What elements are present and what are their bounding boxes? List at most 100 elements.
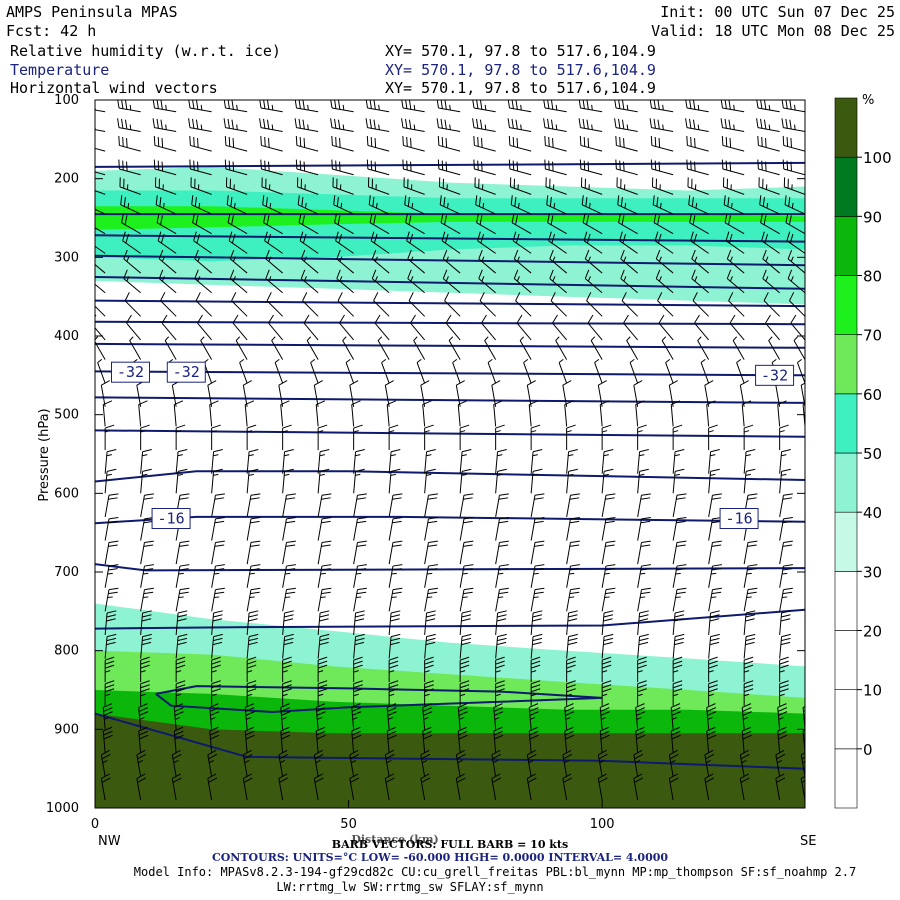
x-tick-label: 100 bbox=[590, 817, 615, 832]
wind-barb bbox=[246, 587, 261, 612]
temperature-contour bbox=[95, 299, 805, 308]
wind-barb bbox=[668, 380, 678, 407]
colorbar-tick-label: 30 bbox=[863, 563, 882, 581]
wind-barb bbox=[424, 656, 434, 683]
wind-barb bbox=[668, 749, 679, 777]
wind-barb bbox=[246, 610, 259, 635]
wind-barb bbox=[422, 400, 432, 427]
wind-barb bbox=[303, 314, 319, 341]
svg-text:-32: -32 bbox=[117, 363, 144, 381]
wind-barb bbox=[768, 336, 781, 360]
wind-barb bbox=[670, 726, 681, 753]
colorbar-tick-label: 40 bbox=[863, 504, 882, 522]
wind-barb bbox=[692, 292, 709, 317]
wind-barb bbox=[211, 610, 223, 635]
wind-barb bbox=[637, 449, 649, 474]
wind-barb bbox=[765, 314, 781, 341]
colorbar-tick-label: 20 bbox=[863, 623, 882, 641]
temperature-contour bbox=[95, 276, 805, 290]
wind-barb bbox=[775, 749, 786, 777]
model-info: Model Info: MPASv8.2.3-194-gf29cd82c CU:… bbox=[134, 865, 856, 879]
wind-barb bbox=[402, 159, 425, 176]
wind-barb bbox=[459, 424, 470, 451]
wind-barb bbox=[782, 135, 805, 152]
contour-label: -32 bbox=[755, 364, 795, 386]
wind-barb bbox=[424, 449, 436, 474]
wind-barb bbox=[317, 540, 332, 565]
wind-barb bbox=[578, 118, 603, 132]
wind-barb bbox=[530, 633, 543, 659]
wind-barb bbox=[784, 195, 805, 215]
wind-barb bbox=[317, 449, 330, 474]
wind-barb bbox=[459, 468, 472, 494]
wind-barb bbox=[590, 336, 603, 360]
wind-barb bbox=[670, 400, 681, 427]
wind-barb bbox=[491, 380, 501, 407]
wind-barb bbox=[191, 195, 212, 215]
wind-barb bbox=[118, 159, 141, 176]
wind-barb bbox=[104, 610, 117, 635]
wind-barb bbox=[495, 449, 507, 474]
wind-barb bbox=[779, 564, 793, 588]
wind-barb bbox=[365, 118, 390, 132]
wind-barb bbox=[211, 449, 223, 474]
wind-barb bbox=[697, 336, 710, 360]
wind-barb bbox=[189, 159, 212, 176]
wind-barb bbox=[140, 424, 150, 451]
wind-barb bbox=[332, 177, 354, 195]
wind-barb bbox=[171, 773, 182, 801]
wind-barb bbox=[263, 213, 283, 235]
wind-barb bbox=[388, 540, 403, 565]
wind-barb bbox=[658, 314, 674, 341]
wind-barb bbox=[229, 249, 248, 274]
wind-barb bbox=[649, 118, 674, 132]
wind-barb bbox=[439, 195, 461, 215]
wind-barbs bbox=[95, 100, 805, 801]
wind-barb bbox=[495, 493, 509, 518]
wind-barb bbox=[138, 726, 149, 753]
wind-barb bbox=[704, 380, 714, 407]
wind-barb bbox=[629, 359, 639, 384]
wind-barb bbox=[495, 564, 509, 588]
wind-barb bbox=[690, 231, 709, 254]
wind-barb bbox=[790, 314, 805, 341]
contour-label: -16 bbox=[151, 508, 191, 530]
wind-barb bbox=[743, 564, 758, 588]
wind-barb bbox=[459, 680, 470, 706]
wind-barb bbox=[566, 610, 578, 635]
wind-barb bbox=[95, 171, 106, 176]
wind-barb bbox=[495, 656, 505, 683]
wind-barb bbox=[566, 424, 576, 451]
wind-barb bbox=[708, 633, 720, 659]
wind-barb bbox=[566, 587, 580, 612]
wind-barb bbox=[672, 633, 685, 659]
wind-barb bbox=[353, 587, 367, 612]
wind-barb bbox=[424, 493, 438, 518]
wind-barb bbox=[549, 269, 567, 294]
wind-barb bbox=[164, 336, 177, 360]
wind-barb bbox=[209, 400, 219, 427]
wind-barb bbox=[315, 726, 326, 753]
wind-barb bbox=[401, 118, 425, 132]
wind-barb bbox=[235, 336, 248, 360]
wind-barb bbox=[779, 610, 791, 635]
wind-barb bbox=[617, 195, 638, 215]
wind-barb bbox=[672, 493, 687, 518]
wind-barb bbox=[300, 269, 319, 294]
colorbar-tick-label: 70 bbox=[863, 327, 882, 345]
wind-barb bbox=[381, 359, 390, 384]
wind-barb bbox=[581, 195, 603, 215]
wind-barb bbox=[388, 633, 401, 659]
wind-barb bbox=[743, 587, 758, 612]
wind-barb bbox=[299, 231, 319, 254]
wind-barb bbox=[371, 249, 390, 274]
wind-barb bbox=[437, 135, 461, 152]
wind-barb bbox=[601, 468, 614, 494]
wind-barb bbox=[637, 587, 651, 612]
wind-barb bbox=[223, 118, 248, 132]
wind-barb bbox=[686, 135, 709, 152]
wind-barb bbox=[804, 487, 805, 494]
wind-barb bbox=[729, 314, 745, 341]
wind-barb bbox=[530, 680, 541, 706]
wind-barb bbox=[495, 516, 509, 541]
